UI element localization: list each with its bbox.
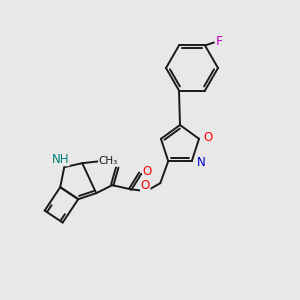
Text: O: O xyxy=(203,131,213,144)
Text: O: O xyxy=(142,165,152,178)
Text: F: F xyxy=(215,35,223,48)
Text: CH₃: CH₃ xyxy=(99,156,118,166)
Text: N: N xyxy=(196,156,205,169)
Text: O: O xyxy=(105,156,114,169)
Text: O: O xyxy=(141,179,150,192)
Text: NH: NH xyxy=(52,153,69,166)
